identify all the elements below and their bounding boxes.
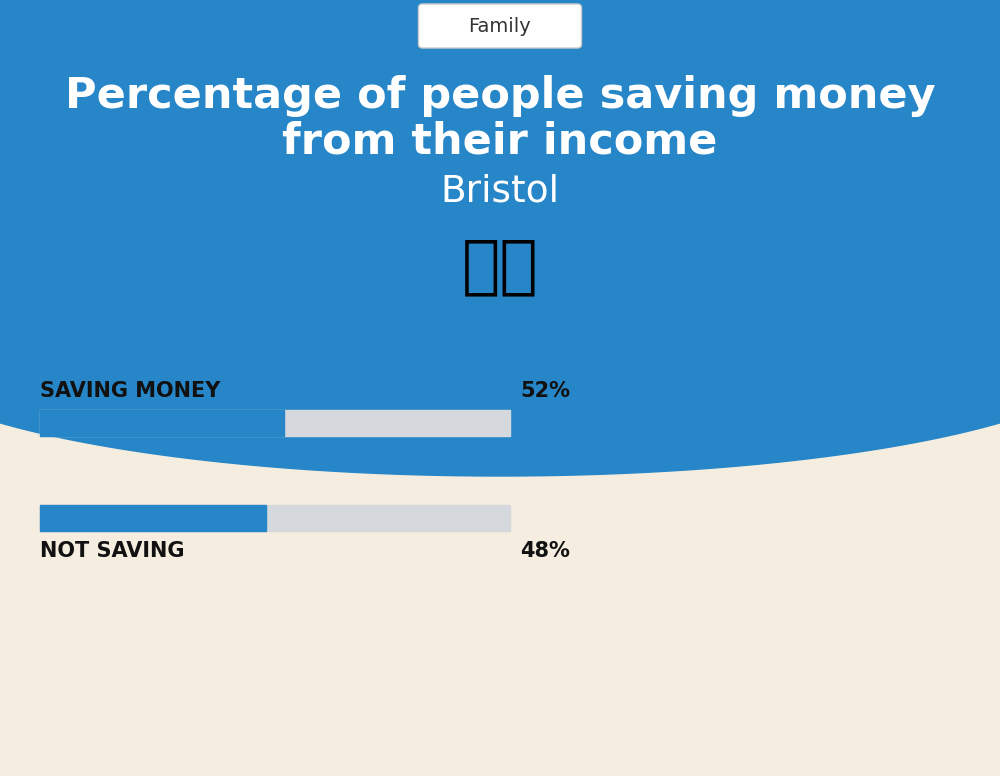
Text: Percentage of people saving money: Percentage of people saving money bbox=[65, 75, 935, 117]
Text: from their income: from their income bbox=[282, 120, 718, 162]
Text: NOT SAVING: NOT SAVING bbox=[40, 541, 184, 561]
Text: 52%: 52% bbox=[520, 381, 570, 401]
Bar bbox=[40, 410, 284, 436]
Bar bbox=[40, 505, 266, 531]
Bar bbox=[40, 410, 510, 436]
Text: 48%: 48% bbox=[520, 541, 570, 561]
Polygon shape bbox=[0, 0, 1000, 476]
Text: Bristol: Bristol bbox=[440, 173, 560, 209]
FancyBboxPatch shape bbox=[418, 4, 582, 48]
Text: Family: Family bbox=[469, 16, 531, 36]
Bar bbox=[40, 505, 510, 531]
Text: 🇺🇸: 🇺🇸 bbox=[462, 235, 538, 297]
Text: SAVING MONEY: SAVING MONEY bbox=[40, 381, 220, 401]
